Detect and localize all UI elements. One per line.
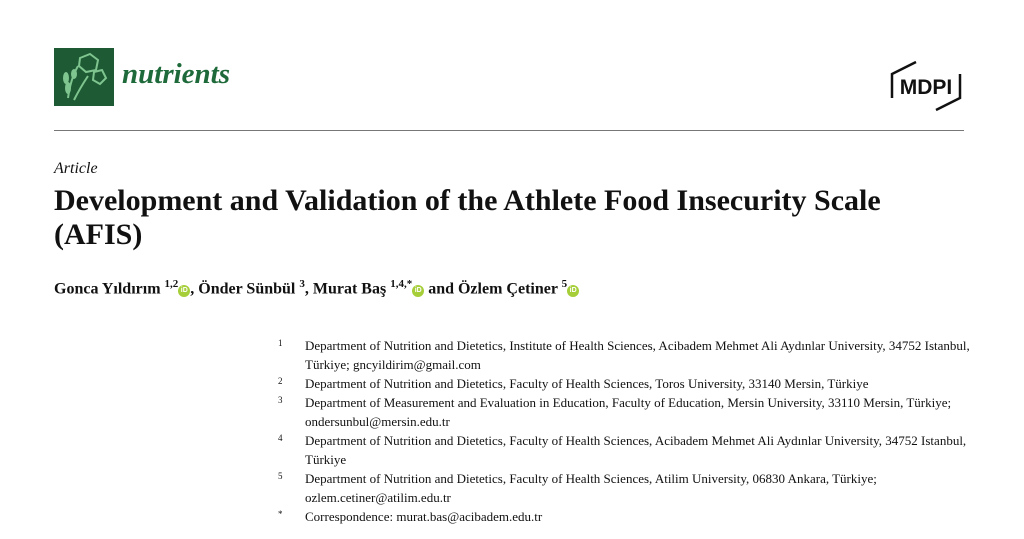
author-name: Önder Sünbül [198, 280, 296, 298]
orcid-icon[interactable]: iD [412, 285, 425, 298]
affiliation-item: 3 Department of Measurement and Evaluatio… [278, 395, 952, 429]
affiliation-item: 1 Department of Nutrition and Dietetics, … [278, 338, 970, 372]
article-type: Article [54, 160, 98, 177]
publisher-name: MDPI [900, 76, 953, 99]
orcid-icon[interactable]: iD [567, 285, 580, 298]
affiliations: 1 Department of Nutrition and Dietetics, … [278, 336, 1005, 526]
journal-name: nutrients [122, 58, 230, 90]
affiliation-item: 2 Department of Nutrition and Dietetics, … [278, 376, 869, 391]
author-name: Murat Baş [312, 280, 387, 298]
article-title: Development and Validation of the Athlet… [54, 184, 881, 251]
publisher-logo: MDPI [886, 58, 966, 114]
author-name: Gonca Yıldırım [54, 280, 161, 298]
journal-logo-icon [54, 48, 114, 106]
affiliation-item: 5 Department of Nutrition and Dietetics, … [278, 471, 877, 505]
correspondence: * Correspondence: murat.bas@acibadem.edu.… [278, 509, 543, 524]
affiliation-item: 4 Department of Nutrition and Dietetics, … [278, 433, 967, 467]
orcid-icon[interactable]: iD [178, 285, 191, 298]
header-divider [54, 130, 964, 131]
author-list: Gonca Yıldırım 1,2iD, Önder Sünbül 3, Mu… [54, 278, 580, 298]
author-name: Özlem Çetiner [457, 280, 558, 298]
